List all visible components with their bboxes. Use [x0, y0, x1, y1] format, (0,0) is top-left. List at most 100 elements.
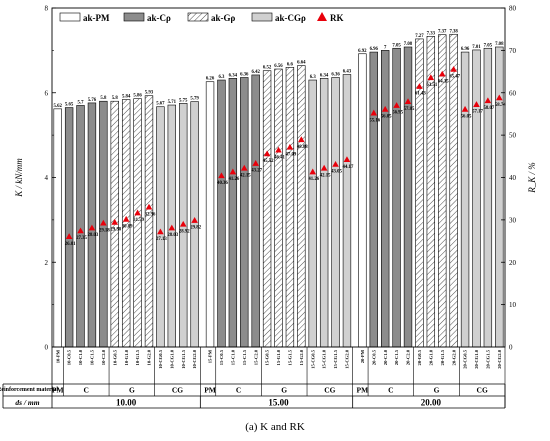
material-label: C: [388, 386, 393, 395]
bar-15-C1.0: [228, 78, 238, 348]
bar-20-C0.5: [369, 51, 378, 348]
legend-label-c: ak-Cρ: [147, 13, 171, 23]
rk-marker: [157, 228, 164, 235]
rk-value-label: 42.15: [320, 173, 331, 178]
rk-marker: [88, 224, 96, 231]
right-tick-label: 80: [509, 5, 517, 13]
right-tick-label: 40: [509, 174, 517, 182]
material-label: G: [129, 386, 135, 395]
bar-value-label: 5.62: [54, 104, 63, 109]
category-label: 10-CG1.0: [169, 349, 174, 368]
rk-value-label: 55.16: [369, 118, 380, 123]
rk-value-label: 30.09: [122, 224, 133, 229]
legend-label-g: ak-Gρ: [211, 13, 236, 23]
rk-value-label: 28.03: [88, 233, 99, 238]
bar-15-G1.5: [285, 67, 295, 348]
bar-value-label: 6.96: [461, 47, 470, 52]
category-label: 20-G0.5: [417, 349, 422, 365]
rk-value-label: 44.17: [343, 165, 354, 170]
category-label: 10-CG1.5: [181, 349, 186, 368]
rk-marker: [495, 94, 503, 101]
material-label: CG: [172, 386, 183, 395]
rk-value-label: 63.51: [426, 83, 437, 88]
rk-marker: [191, 217, 198, 223]
right-tick-label: 60: [509, 89, 517, 97]
category-label: 20-G1.0: [428, 349, 433, 365]
right-tick-label: 20: [509, 259, 517, 267]
bar-15-C1.5: [240, 77, 249, 348]
rk-value-label: 43.27: [251, 169, 262, 174]
category-label: 15-G0.5: [265, 349, 270, 365]
bar-value-label: 7.08: [495, 42, 504, 47]
bar-value-label: 6.6: [287, 62, 294, 67]
rk-marker: [404, 98, 412, 105]
bar-value-label: 5.8: [112, 96, 119, 101]
rk-value-label: 56.05: [461, 114, 472, 119]
bar-value-label: 6.56: [274, 64, 283, 69]
left-tick-label: 2: [45, 259, 49, 267]
rk-marker: [145, 203, 153, 210]
category-label: 15-G1.0: [276, 349, 281, 365]
bar-20-CG1.5: [483, 47, 493, 348]
bar-value-label: 6.42: [251, 70, 260, 75]
figure-caption: (a) K and RK: [245, 421, 305, 433]
category-label: 10-PM: [55, 349, 60, 363]
rk-value-label: 42.15: [240, 173, 251, 178]
rk-value-label: 29.82: [190, 226, 201, 231]
legend-swatch-pm: [59, 12, 81, 22]
category-label: 10-G2.0: [147, 349, 152, 365]
rk-value-label: 28.03: [167, 233, 178, 238]
bar-20-C1.5: [392, 47, 401, 348]
category-label: 10-C1.5: [90, 349, 95, 365]
category-label: 10-C2.0: [101, 349, 106, 365]
rk-marker: [343, 156, 351, 163]
legend-swatch-g: [187, 12, 209, 22]
rk-marker: [77, 227, 84, 234]
bar-20-CG2.0: [495, 46, 504, 348]
category-label: 10-G1.5: [135, 349, 140, 365]
left-tick-label: 4: [45, 174, 49, 182]
ds-label: 15.00: [268, 398, 289, 408]
rk-value-label: 29.18: [99, 228, 110, 233]
category-label: 15-CG2.0: [345, 349, 350, 368]
category-label: 15-CG0.5: [310, 349, 315, 368]
bar-value-label: 6.43: [343, 70, 352, 75]
bar-value-label: 6.36: [331, 73, 340, 78]
bar-value-label: 5.75: [179, 98, 188, 103]
bar-15-C0.5: [217, 79, 226, 348]
category-label: 20-G2.0: [451, 349, 456, 365]
rk-value-label: 47.09: [286, 152, 297, 157]
rk-marker: [461, 105, 469, 112]
rk-value-label: 61.43: [415, 92, 426, 97]
bar-15-G1.0: [274, 68, 283, 348]
legend-label-rk: RK: [330, 13, 344, 23]
bar-value-label: 7.38: [449, 29, 458, 34]
bar-value-label: 6.64: [297, 61, 306, 66]
left-axis-title: K / kN/mm: [14, 158, 24, 198]
material-label: C: [236, 386, 241, 395]
legend-swatch-cg: [251, 12, 273, 22]
rk-value-label: 46.41: [274, 155, 285, 160]
rk-value-label: 32.96: [145, 212, 156, 217]
category-label: 20-CG0.5: [463, 349, 468, 368]
bar-value-label: 5.8: [100, 96, 107, 101]
rk-marker: [438, 70, 446, 77]
rk-marker: [450, 65, 457, 72]
category-label: 10-G1.0: [124, 349, 129, 365]
rk-marker: [168, 224, 176, 231]
legend-swatch-c: [123, 12, 145, 22]
bar-value-label: 5.79: [190, 97, 199, 102]
row-header-ds: ds / mm: [15, 398, 39, 407]
rk-value-label: 43.05: [331, 170, 342, 175]
category-label: 15-G1.5: [288, 349, 293, 365]
bar-20-CG1.0: [472, 49, 481, 348]
material-label: CG: [477, 386, 488, 395]
bar-value-label: 5.84: [122, 95, 131, 100]
rk-value-label: 64.35: [438, 79, 449, 84]
rk-marker: [65, 233, 73, 239]
bar-15-PM: [205, 81, 215, 348]
bar-value-label: 5.86: [133, 94, 142, 99]
bar-value-label: 7.27: [415, 34, 424, 39]
rk-marker: [229, 168, 237, 175]
